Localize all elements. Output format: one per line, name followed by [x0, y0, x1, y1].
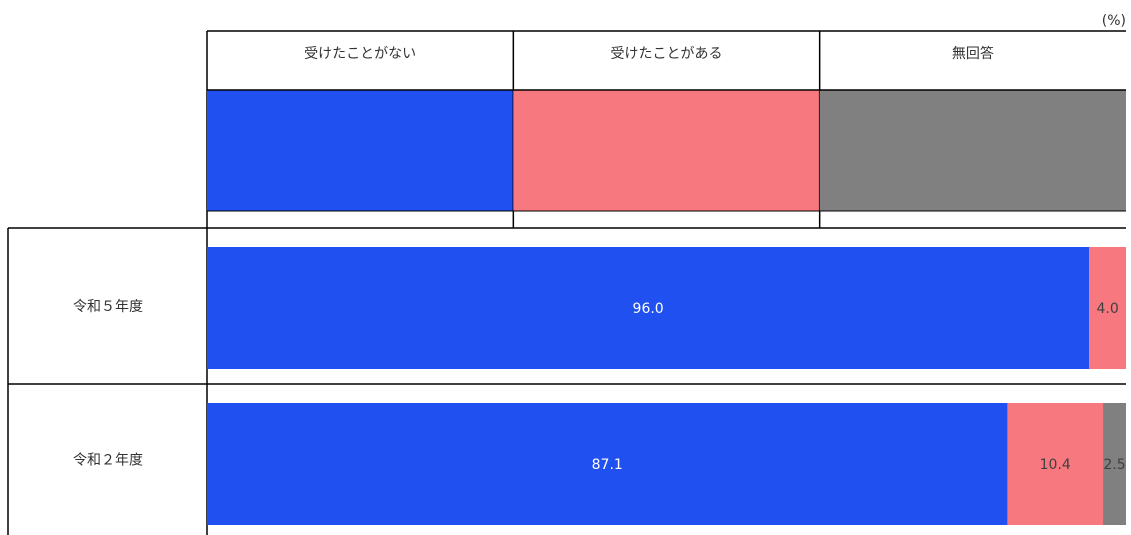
legend-label-3: 無回答 [952, 45, 994, 62]
legend-label-2: 受けたことがある [611, 46, 723, 62]
row-1: 令和５年度 96.0 4.0 [73, 247, 1126, 369]
bar-segment [1103, 403, 1126, 525]
category-label: 令和５年度 [73, 299, 143, 315]
unit-label: (%) [1102, 13, 1126, 29]
data-label: 2.5 [1103, 457, 1125, 473]
data-label: 87.1 [592, 457, 623, 473]
bar-segment [1089, 247, 1126, 369]
data-label: 96.0 [633, 301, 664, 317]
bar-segment [207, 247, 1090, 369]
legend-swatch-3 [819, 90, 1126, 211]
chart-rows: 令和５年度 96.0 4.0 令和２年度 87.1 10.4 2.5 [73, 247, 1126, 525]
bar-segment [207, 403, 1008, 525]
category-label: 令和２年度 [73, 453, 143, 469]
legend-swatch-2 [513, 90, 820, 211]
data-label: 10.4 [1040, 457, 1071, 473]
bar-segment [1007, 403, 1104, 525]
legend-label-1: 受けたことがない [304, 46, 416, 62]
legend: 受けたことがない 受けたことがある 無回答 [206, 30, 1126, 228]
legend-swatch-1 [207, 90, 514, 211]
row-2: 令和２年度 87.1 10.4 2.5 [73, 403, 1126, 525]
data-label: 4.0 [1096, 301, 1118, 317]
